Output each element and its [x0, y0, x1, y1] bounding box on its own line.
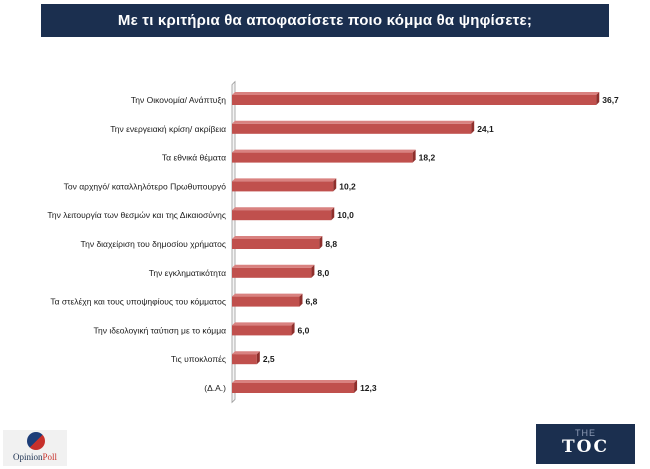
bar-side-face: [256, 351, 260, 365]
bar: [232, 152, 413, 163]
chart-title: Με τι κριτήρια θα αποφασίσετε ποιο κόμμα…: [117, 12, 533, 29]
bar: [232, 210, 332, 221]
toc-logo-the: THE: [575, 428, 596, 438]
bar: [232, 181, 334, 192]
category-label: Την διαχείριση του δημοσίου χρήματος: [81, 239, 226, 249]
bar-side-face: [311, 264, 315, 278]
bar-side-face: [596, 92, 600, 105]
bar-top-face: [232, 149, 416, 153]
category-label: Την ιδεολογική ταύτιση με το κόμμα: [93, 325, 226, 335]
category-label: Τα εθνικά θέματα: [162, 153, 226, 163]
value-label: 6,8: [305, 297, 317, 307]
category-label: Τον αρχηγό/ καταλληλότερο Πρωθυπουργό: [64, 181, 227, 191]
bar: [232, 95, 597, 105]
bar-side-face: [331, 207, 335, 221]
category-label: Την εγκληματικότητα: [149, 268, 226, 278]
value-label: 2,5: [263, 354, 275, 364]
bar-top-face: [232, 207, 335, 211]
bar-side-face: [291, 322, 295, 336]
chart-bars: [232, 92, 600, 393]
bar-top-face: [232, 236, 323, 239]
bar: [232, 354, 257, 365]
category-label: Τις υποκλοπές: [171, 354, 226, 364]
toc-logo: THE TOC: [536, 424, 635, 464]
bar: [232, 296, 300, 307]
bar: [232, 123, 472, 134]
bar-top-face: [232, 264, 315, 268]
bar: [232, 325, 292, 336]
value-label: 12,3: [360, 383, 377, 393]
bar-top-face: [232, 322, 295, 326]
bar-side-face: [299, 293, 303, 307]
value-label: 6,0: [298, 325, 310, 335]
bar-top-face: [232, 92, 600, 95]
value-label: 24,1: [477, 124, 494, 134]
bar-side-face: [319, 236, 323, 249]
opinionpoll-logo: OpinionPoll: [3, 430, 67, 466]
category-label: (Δ.Α.): [204, 383, 226, 393]
chart-labels: Την Οικονομία/ Ανάπτυξη 36,7 Την ενεργειακ…: [47, 95, 619, 393]
category-label: Την Οικονομία/ Ανάπτυξη: [131, 95, 227, 105]
bar: [232, 267, 312, 278]
opinionpoll-logo-mark: [27, 432, 45, 450]
bar-top-face: [232, 293, 303, 297]
value-label: 8,0: [317, 268, 329, 278]
bar-top-face: [232, 120, 475, 124]
bar-top-face: [232, 351, 260, 355]
category-label: Την λειτουργία των θεσμών και της Δικαιο…: [47, 210, 226, 220]
bar: [232, 383, 355, 393]
value-label: 36,7: [602, 95, 619, 105]
value-label: 8,8: [325, 239, 337, 249]
bar-side-face: [471, 120, 475, 134]
toc-logo-main: TOC: [562, 437, 609, 457]
bar: [232, 239, 320, 249]
category-label: Τα στελέχη και τους υποψηφίους του κόμμα…: [50, 297, 226, 307]
bar-side-face: [354, 380, 358, 393]
bar-top-face: [232, 178, 337, 182]
opinionpoll-logo-text: OpinionPoll: [12, 452, 58, 462]
category-label: Την ενεργειακή κρίση/ ακρίβεια: [110, 124, 226, 134]
chart-title-bar: Με τι κριτήρια θα αποφασίσετε ποιο κόμμα…: [41, 4, 609, 37]
bar-side-face: [333, 178, 337, 192]
bar-side-face: [412, 149, 416, 163]
value-label: 10,2: [339, 181, 356, 191]
bar-top-face: [232, 380, 358, 383]
value-label: 10,0: [337, 210, 354, 220]
value-label: 18,2: [419, 153, 436, 163]
